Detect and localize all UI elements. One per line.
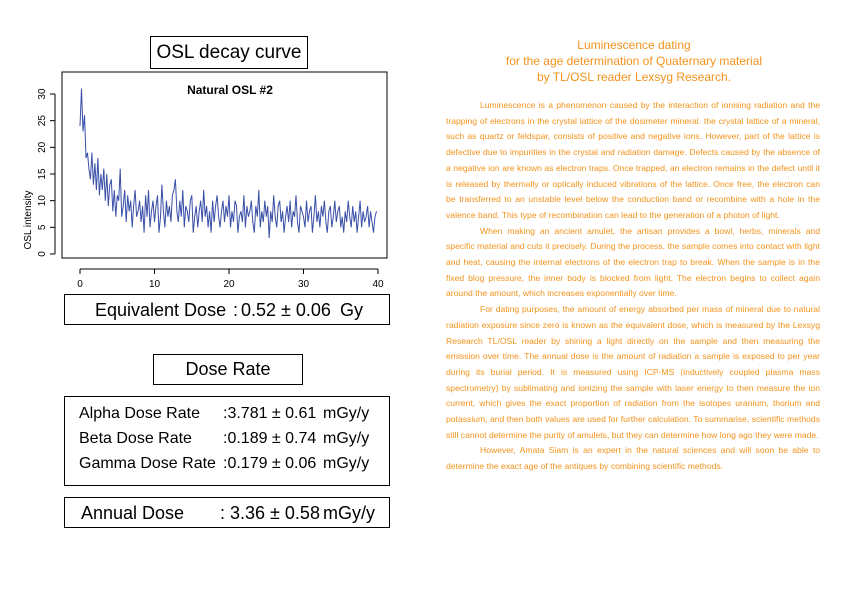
dose-rate-label: Gamma Dose Rate: [79, 455, 216, 472]
article-paragraph: When making an ancient amulet, the artis…: [446, 225, 820, 299]
y-tick-label: 15: [37, 168, 48, 180]
y-tick-label: 20: [37, 141, 48, 153]
y-tick-label: 30: [37, 88, 48, 100]
dose-rate-unit: mGy/y: [323, 430, 370, 447]
chart-plot-frame: [61, 71, 388, 259]
dose-rate-value: :3.781 ± 0.61: [223, 405, 317, 422]
annual-dose-box: Annual Dose : 3.36 ± 0.58 mGy/y: [64, 497, 390, 528]
article-title-line: by TL/OSL reader Lexsyg Research.: [536, 70, 732, 84]
equivalent-dose-box: Equivalent Dose : 0.52 ± 0.06 Gy: [64, 294, 390, 325]
dose-rate-title: Dose Rate: [153, 354, 303, 385]
article-title: Luminescence dating for the age determin…: [450, 37, 818, 85]
y-tick-label: 0: [37, 251, 48, 257]
equivalent-dose-colon: :: [233, 300, 239, 320]
osl-decay-title: OSL decay curve: [150, 36, 308, 69]
annual-dose-value: : 3.36 ± 0.58: [220, 503, 320, 523]
x-tick-label: 0: [77, 279, 83, 290]
dose-rate-row-gamma: Gamma Dose Rate :0.179 ± 0.06 mGy/y: [65, 455, 389, 479]
dose-rate-label: Alpha Dose Rate: [79, 405, 200, 422]
dose-rate-row-alpha: Alpha Dose Rate :3.781 ± 0.61 mGy/y: [65, 405, 389, 429]
dose-rate-unit: mGy/y: [323, 405, 370, 422]
article-paragraph: Luminescence is a phenomenon caused by t…: [446, 100, 820, 220]
dose-rate-row-beta: Beta Dose Rate :0.189 ± 0.74 mGy/y: [65, 430, 389, 454]
dose-rate-label: Beta Dose Rate: [79, 430, 192, 447]
osl-series-line: [79, 88, 377, 239]
equivalent-dose-unit: Gy: [340, 300, 364, 320]
y-axis: 0 5 10 15 20 25 30: [37, 88, 56, 257]
y-tick-label: 25: [37, 115, 48, 127]
x-tick-label: 30: [298, 279, 310, 290]
y-tick-label: 10: [37, 195, 48, 207]
dose-rate-unit: mGy/y: [323, 455, 370, 472]
equivalent-dose-value: 0.52 ± 0.06: [241, 300, 331, 320]
x-tick-label: 40: [372, 279, 384, 290]
y-axis-label: OSL intensity: [23, 190, 34, 249]
equivalent-dose-label: Equivalent Dose: [95, 300, 227, 320]
annual-dose-label: Annual Dose: [81, 503, 185, 523]
chart-title: Natural OSL #2: [187, 83, 273, 97]
article-title-line: for the age determination of Quaternary …: [505, 54, 763, 68]
dose-rate-value: :0.179 ± 0.06: [223, 455, 317, 472]
annual-dose-unit: mGy/y: [323, 503, 375, 523]
article-paragraph: However, Amata Siam is an expert in the …: [446, 445, 820, 472]
y-tick-label: 5: [37, 224, 48, 230]
x-tick-label: 10: [149, 279, 161, 290]
dose-rate-box: Alpha Dose Rate :3.781 ± 0.61 mGy/y Beta…: [64, 396, 390, 486]
osl-chart: Natural OSL #2 OSL intensity 0 5 10 15 20 25 3…: [23, 71, 388, 290]
x-axis: 0 10 20 30 40: [77, 268, 384, 290]
x-tick-label: 20: [223, 279, 235, 290]
article-body: Luminescence is a phenomenon caused by t…: [446, 98, 820, 475]
article-paragraph: For dating purposes, the amount of energ…: [446, 304, 820, 440]
dose-rate-value: :0.189 ± 0.74: [223, 430, 317, 447]
article-title-line: Luminescence dating: [577, 38, 691, 52]
